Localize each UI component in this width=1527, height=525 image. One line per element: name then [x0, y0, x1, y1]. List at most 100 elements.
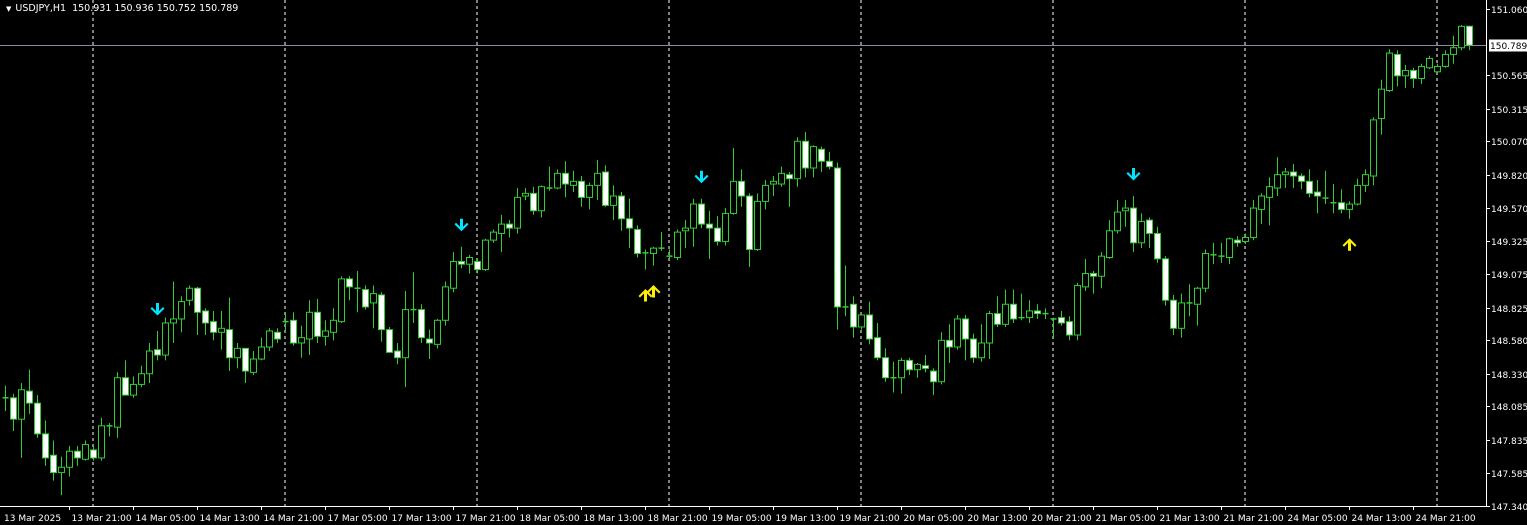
candle-body — [610, 195, 617, 206]
candle-body — [466, 257, 473, 265]
candle — [1258, 193, 1265, 225]
candle-body — [570, 180, 577, 186]
candle-body — [290, 319, 297, 344]
price-label: 148.825 — [1491, 305, 1527, 315]
candle — [730, 147, 737, 215]
day-separators — [92, 0, 1438, 506]
candle — [1338, 189, 1345, 214]
candle — [426, 329, 433, 360]
price-label: 149.075 — [1491, 271, 1527, 281]
candle — [1466, 25, 1473, 51]
candle — [746, 193, 753, 267]
candle-body — [58, 466, 65, 474]
candle-body — [362, 289, 369, 308]
candle — [1114, 200, 1121, 234]
low-value: 150.752 — [156, 3, 197, 14]
candle-body — [738, 180, 745, 197]
candle — [498, 214, 505, 253]
time-label: 20 Mar 05:00 — [904, 514, 964, 524]
candle — [154, 330, 161, 361]
candle — [1194, 286, 1201, 326]
candle — [1362, 169, 1369, 193]
candle — [1418, 63, 1425, 84]
candle-body — [1426, 57, 1433, 69]
signal-arrows — [150, 168, 1357, 316]
candle-body — [426, 338, 433, 344]
candle-body — [754, 200, 761, 250]
candle — [1138, 213, 1145, 249]
symbol-label: USDJPY,H1 — [15, 3, 67, 14]
price-label: 150.565 — [1491, 72, 1527, 82]
candle — [226, 297, 233, 372]
candle-body — [994, 313, 1001, 325]
candle-body — [1450, 47, 1457, 55]
candle — [930, 368, 937, 396]
candle-body — [682, 227, 689, 232]
candle-body — [874, 337, 881, 359]
time-label: 21 Mar 13:00 — [1160, 514, 1220, 524]
time-label: 20 Mar 21:00 — [1032, 514, 1092, 524]
candle — [594, 159, 601, 201]
candle — [714, 216, 721, 246]
candle-body — [850, 303, 857, 328]
candle-body — [1034, 310, 1041, 315]
candle — [378, 292, 385, 342]
candle-body — [1082, 273, 1089, 288]
candle — [1250, 200, 1257, 241]
candle-body — [242, 347, 249, 372]
price-label: 148.330 — [1491, 371, 1527, 381]
candle-body — [434, 319, 441, 345]
candle — [586, 182, 593, 210]
candle-body — [474, 261, 481, 271]
candle-body — [1458, 25, 1465, 49]
time-label: 24 Mar 21:00 — [1416, 514, 1476, 524]
candle-body — [1274, 174, 1281, 189]
candle-body — [266, 330, 273, 348]
candle — [1314, 180, 1321, 214]
candle — [1242, 233, 1249, 245]
candle — [98, 417, 105, 461]
candle-body — [1010, 303, 1017, 320]
candle-body — [1306, 180, 1313, 194]
chart-header: ▼ USDJPY,H1 150.931 150.936 150.752 150.7… — [6, 3, 238, 14]
sell-arrow-icon — [1126, 168, 1141, 181]
candle-body — [802, 140, 809, 169]
candle — [962, 314, 969, 361]
candle — [362, 285, 369, 310]
current-price-label: 150.789 — [1490, 42, 1527, 52]
price-label: 149.570 — [1491, 205, 1527, 215]
candle-body — [498, 223, 505, 234]
candle-body — [1194, 287, 1201, 305]
candle — [1410, 67, 1417, 88]
time-axis[interactable]: 13 Mar 2025 13 Mar 21:00 14 Mar 05:00 14 Ma… — [4, 506, 1476, 524]
candle — [266, 328, 273, 352]
candle-body — [1290, 171, 1297, 177]
candle — [1090, 270, 1097, 294]
time-label: 13 Mar 21:00 — [72, 514, 132, 524]
candle — [650, 246, 657, 266]
candle-body — [346, 278, 353, 288]
candle — [106, 423, 113, 437]
candle — [978, 324, 985, 362]
candle — [522, 188, 529, 201]
candle-body — [330, 319, 337, 333]
candle-body — [1234, 239, 1241, 244]
candle-body — [1074, 285, 1081, 336]
candle-body — [1114, 211, 1121, 232]
price-label: 147.585 — [1491, 470, 1527, 480]
price-label: 148.085 — [1491, 403, 1527, 413]
candle-body — [1202, 252, 1209, 289]
candle — [626, 198, 633, 249]
triangle-down-icon[interactable]: ▼ — [6, 5, 12, 13]
candle — [370, 285, 377, 329]
candle — [138, 365, 145, 388]
candle-body — [338, 278, 345, 323]
candle-body — [514, 196, 521, 229]
candle-body — [1362, 174, 1369, 186]
price-label: 147.835 — [1491, 437, 1527, 447]
candle-body — [490, 231, 497, 241]
price-axis[interactable]: 151.060 150.789 150.565 150.315 150.070 149.8… — [1486, 6, 1527, 513]
candle-body — [1178, 302, 1185, 329]
candle — [162, 317, 169, 361]
